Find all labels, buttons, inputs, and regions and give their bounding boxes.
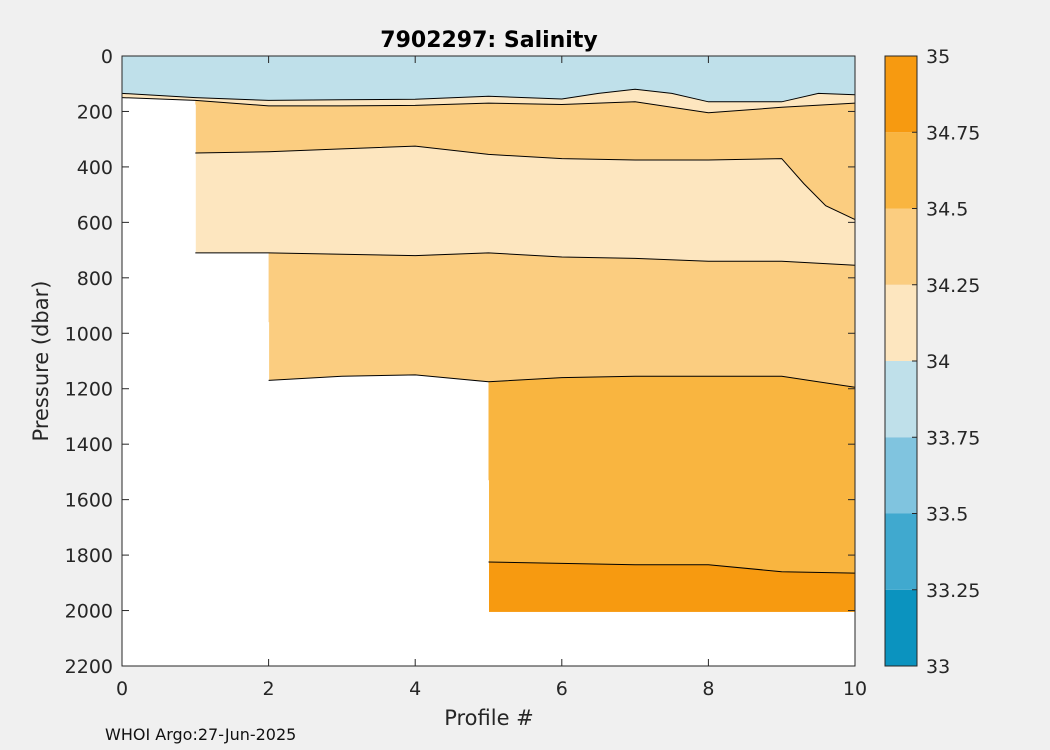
x-tick-label: 10 [843, 678, 867, 700]
colorbar-tick-label: 33.75 [926, 427, 980, 449]
y-tick-label: 2000 [65, 601, 113, 623]
y-tick-label: 1800 [65, 545, 113, 567]
contour-band-3 [195, 146, 856, 266]
chart-title: 7902297: Salinity [380, 28, 597, 53]
no-data-region-1 [195, 322, 270, 666]
contour-band-4 [268, 252, 856, 388]
y-tick-label: 600 [77, 212, 113, 234]
colorbar-swatch [885, 361, 917, 438]
no-data-region-0 [122, 104, 196, 667]
axes: 0 2 4 6 8 10 0 200 400 600 800 1000 1200 1400 1600 1800… [65, 46, 867, 700]
y-tick-label: 400 [77, 157, 113, 179]
contour-line-4 [268, 374, 856, 388]
contour-line-2 [195, 145, 856, 221]
colorbar-swatch [885, 589, 917, 666]
axes-box [121, 55, 856, 667]
contour-line-5 [488, 561, 856, 574]
x-axis-label: Profile # [444, 706, 534, 730]
y-tick-label: 2200 [65, 656, 113, 678]
contour-line-3 [195, 252, 856, 266]
y-tick-label: 1200 [65, 379, 113, 401]
colorbar-swatch [885, 437, 917, 514]
y-tick-label: 800 [77, 268, 113, 290]
y-tick-label: 200 [77, 101, 113, 123]
y-tick-label: 1000 [65, 323, 113, 345]
colorbar-tick-label: 34.25 [926, 275, 980, 297]
no-data-region-4 [488, 611, 856, 666]
contour-band-5 [488, 376, 855, 574]
colorbar-tick-label: 33.5 [926, 504, 968, 526]
x-tick-label: 8 [702, 678, 714, 700]
colorbar-tick-label: 34.75 [926, 122, 980, 144]
x-tick-label: 0 [116, 678, 128, 700]
y-tick-label: 1600 [65, 490, 113, 512]
y-tick-label: 1400 [65, 434, 113, 456]
contour-line-0 [121, 88, 856, 103]
colorbar: 33 33.25 33.5 33.75 34 34.25 34.5 34.75 35 [884, 46, 980, 678]
colorbar-tick-label: 33 [926, 656, 950, 678]
colorbar-tick-label: 33.25 [926, 580, 980, 602]
no-data-mask [122, 104, 856, 667]
colorbar-swatch [885, 284, 917, 361]
x-tick-label: 2 [263, 678, 275, 700]
colorbar-tick-label: 34 [926, 351, 950, 373]
contour-band-2 [195, 100, 856, 220]
contour-band-0 [122, 56, 855, 102]
x-tick-label: 4 [409, 678, 421, 700]
y-axis-label: Pressure (dbar) [29, 281, 53, 442]
colorbar-tick-label: 35 [926, 46, 950, 68]
no-data-region-2 [268, 476, 416, 666]
x-tick-label: 6 [556, 678, 568, 700]
colorbar-swatch [885, 208, 917, 285]
colorbar-tick-label: 34.5 [926, 199, 968, 221]
colorbar-swatch [885, 56, 917, 133]
footer-credit: WHOI Argo:27-Jun-2025 [105, 725, 297, 744]
colorbar-swatch [885, 132, 917, 209]
contour-line-1 [121, 97, 856, 114]
no-data-region-3 [415, 480, 489, 666]
colorbar-swatch [885, 513, 917, 590]
y-tick-label: 0 [101, 46, 113, 68]
contour-lines [121, 88, 856, 574]
